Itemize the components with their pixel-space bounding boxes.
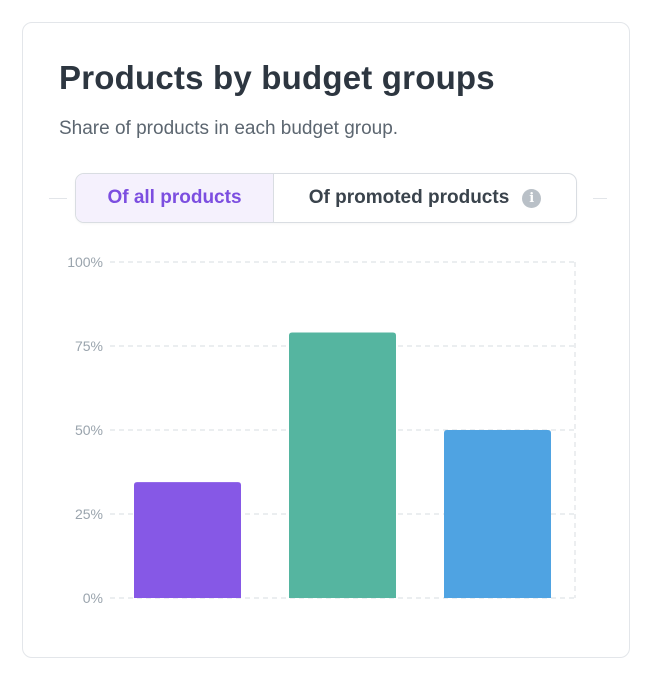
tab-of-all-products[interactable]: Of all products	[76, 174, 274, 222]
y-tick-label-0: 0%	[83, 590, 103, 606]
y-tick-label-100: 100%	[67, 254, 103, 270]
y-tick-label-75: 75%	[75, 338, 103, 354]
bar-2	[289, 332, 396, 598]
bar-1	[134, 482, 241, 598]
tab-of-promoted-products-label: Of promoted products	[308, 187, 510, 208]
y-tick-label-25: 25%	[75, 506, 103, 522]
card-subtitle: Share of products in each budget group.	[59, 118, 399, 139]
toggle-divider-right	[593, 198, 607, 199]
bar-3	[444, 430, 551, 598]
tab-of-all-products-label: Of all products	[107, 187, 242, 208]
share-toggle: Of all products Of promoted products i	[75, 173, 577, 223]
y-tick-label-50: 50%	[75, 422, 103, 438]
info-icon[interactable]: i	[522, 188, 542, 208]
tab-of-promoted-products[interactable]: Of promoted products i	[274, 174, 576, 222]
toggle-divider-left	[49, 198, 67, 199]
card-title: Products by budget groups	[59, 59, 495, 96]
